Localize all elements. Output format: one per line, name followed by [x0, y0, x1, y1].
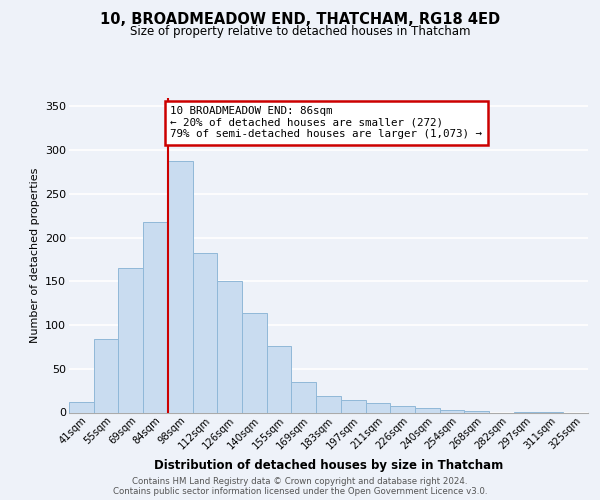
Bar [316, 396, 341, 412]
Y-axis label: Number of detached properties: Number of detached properties [29, 168, 40, 342]
Bar [217, 281, 242, 412]
Bar [464, 411, 489, 412]
Bar [365, 403, 390, 412]
Text: Contains public sector information licensed under the Open Government Licence v3: Contains public sector information licen… [113, 487, 487, 496]
Bar [440, 410, 464, 412]
Bar [292, 382, 316, 412]
Text: 10, BROADMEADOW END, THATCHAM, RG18 4ED: 10, BROADMEADOW END, THATCHAM, RG18 4ED [100, 12, 500, 28]
Bar [118, 268, 143, 412]
Text: Size of property relative to detached houses in Thatcham: Size of property relative to detached ho… [130, 25, 470, 38]
Bar [415, 408, 440, 412]
Bar [242, 313, 267, 412]
Bar [168, 162, 193, 412]
Text: Contains HM Land Registry data © Crown copyright and database right 2024.: Contains HM Land Registry data © Crown c… [132, 477, 468, 486]
Text: 10 BROADMEADOW END: 86sqm
← 20% of detached houses are smaller (272)
79% of semi: 10 BROADMEADOW END: 86sqm ← 20% of detac… [170, 106, 482, 140]
Bar [69, 402, 94, 412]
Bar [341, 400, 365, 412]
Bar [94, 339, 118, 412]
Bar [267, 346, 292, 412]
X-axis label: Distribution of detached houses by size in Thatcham: Distribution of detached houses by size … [154, 459, 503, 472]
Bar [143, 222, 168, 412]
Bar [193, 254, 217, 412]
Bar [390, 406, 415, 412]
